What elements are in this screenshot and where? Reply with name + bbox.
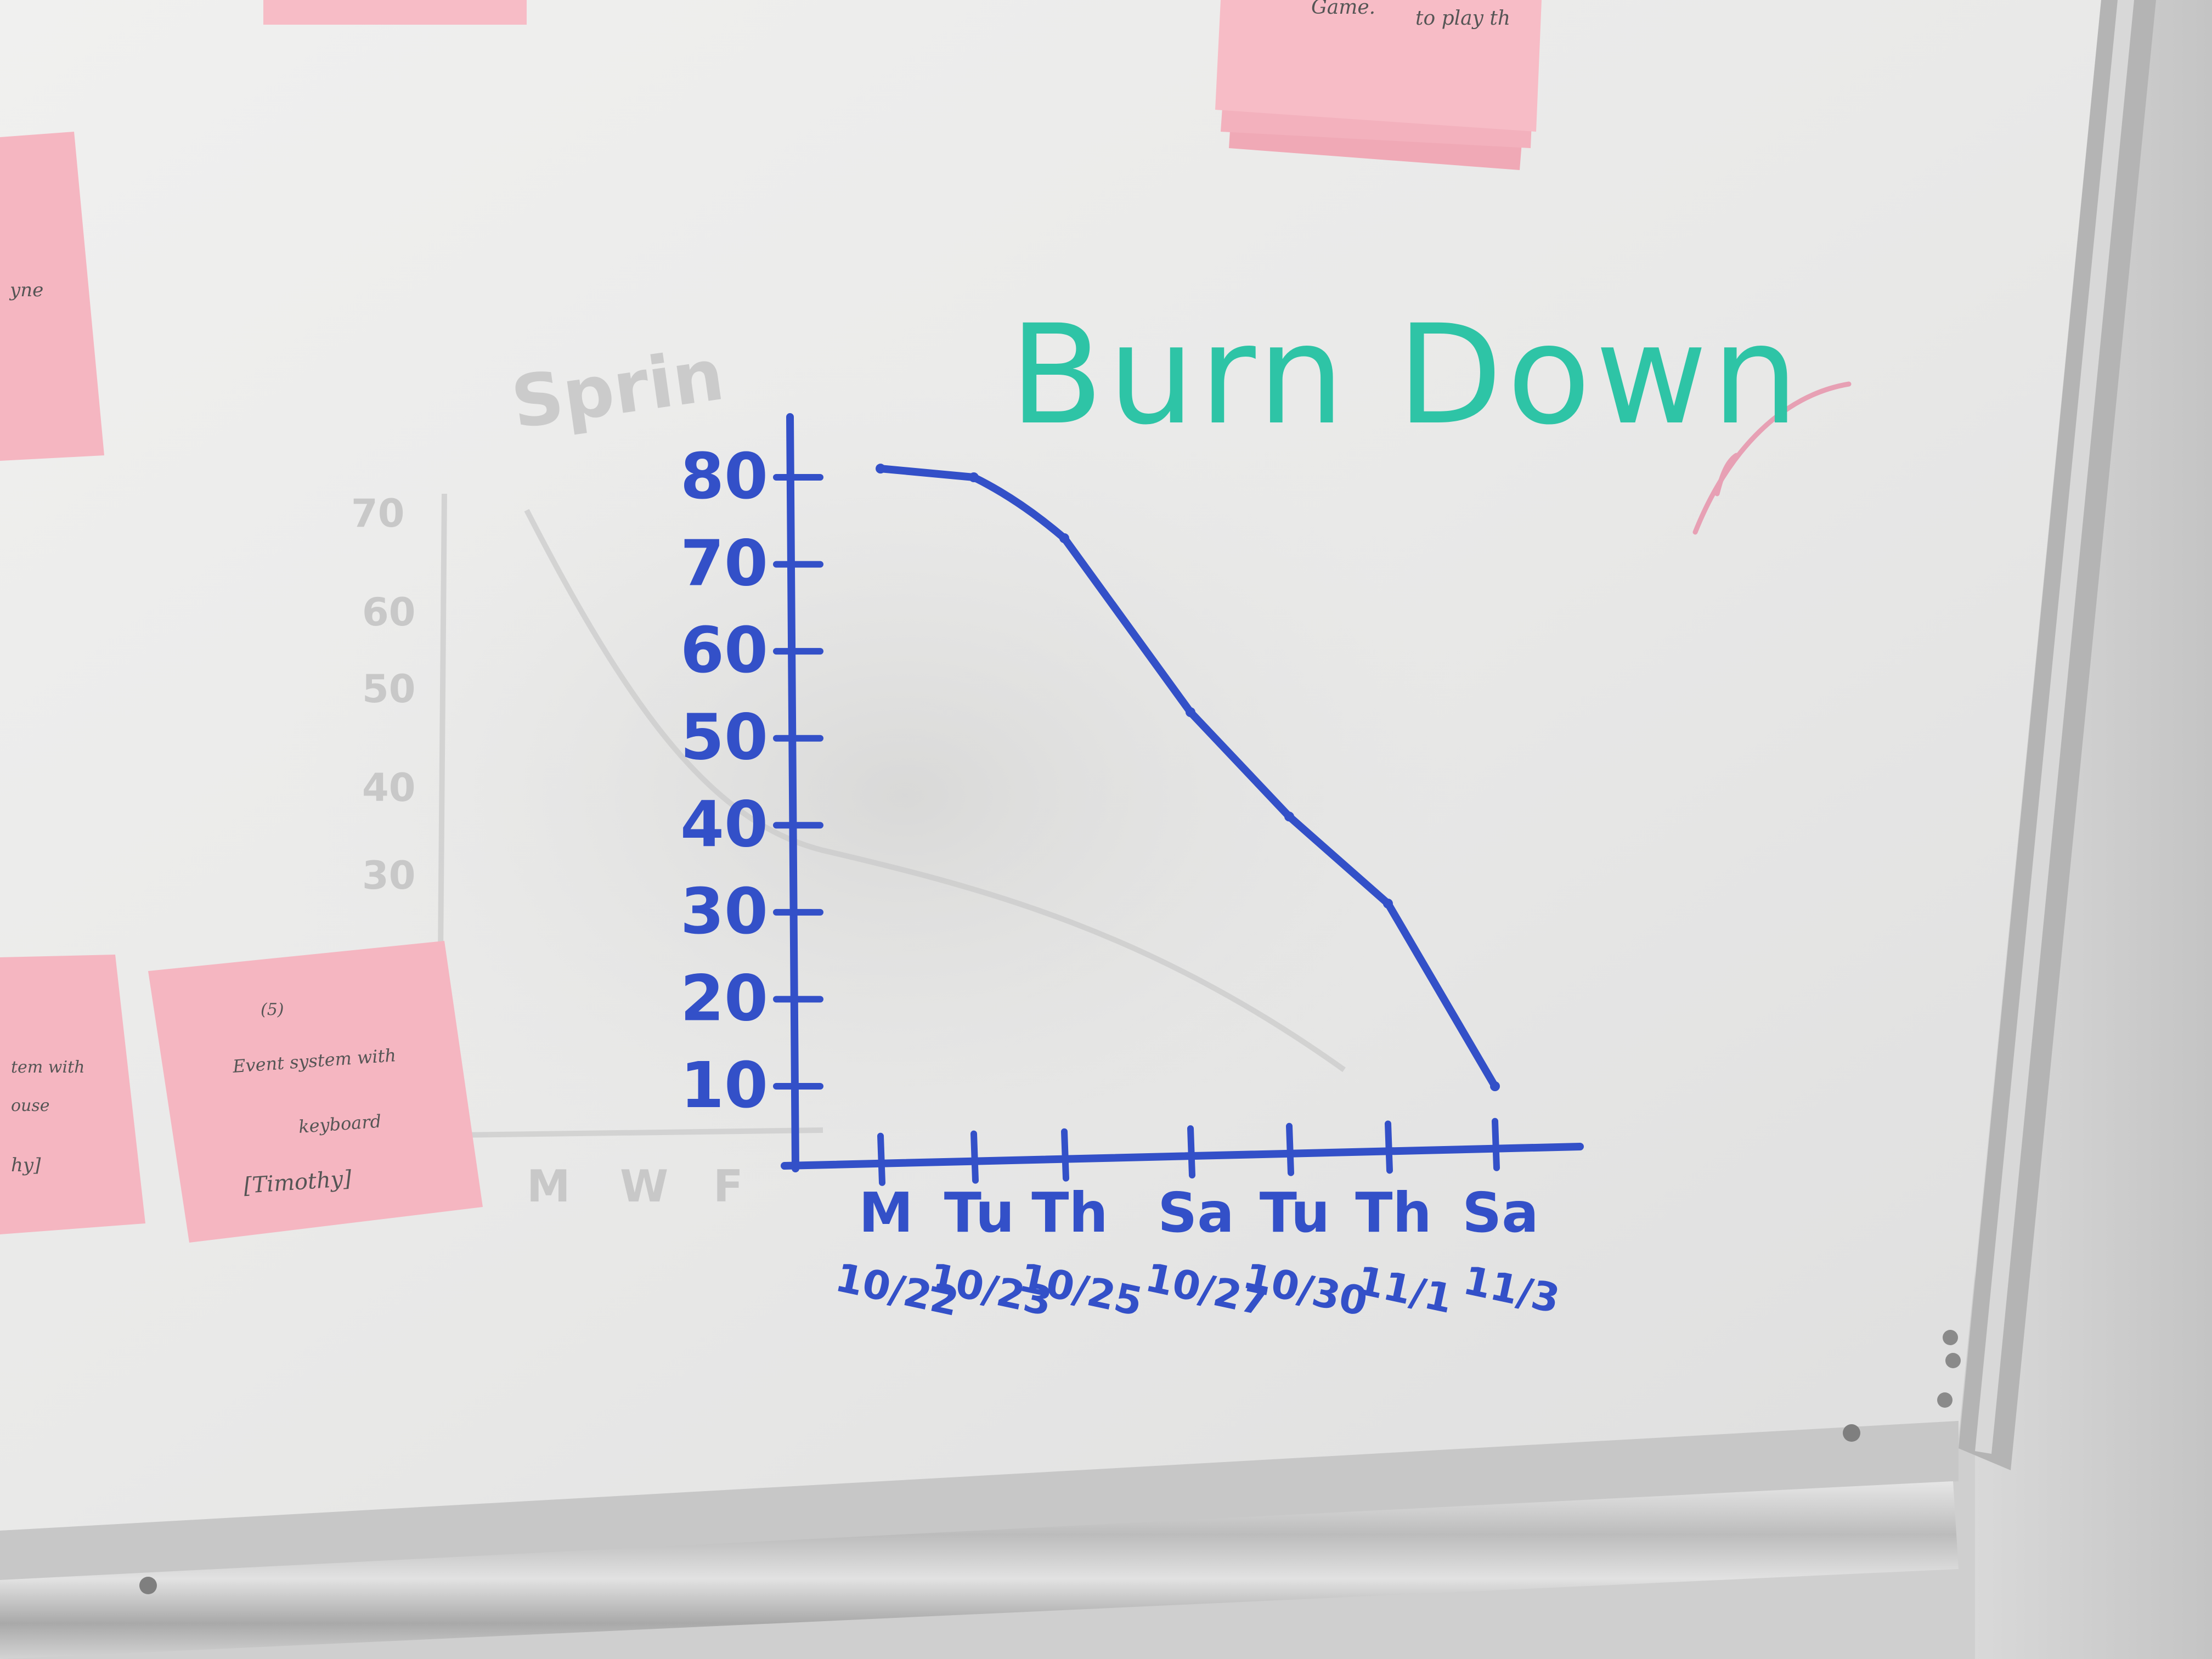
burn-down-series-line <box>877 465 1499 1090</box>
y-axis-line <box>786 413 799 1172</box>
y-tick-label: 20 <box>680 962 768 1035</box>
tray-screw-left <box>139 1577 157 1594</box>
frame-screw-1 <box>1943 1330 1958 1345</box>
y-tick-label: 50 <box>680 701 768 775</box>
x-tick-mark <box>1187 1125 1195 1179</box>
x-tick-label: M <box>859 1181 913 1245</box>
ghost-x-labels: M W F <box>527 1161 743 1212</box>
sticky-note-bottom-middle: (5) Event system with keyboard [Timothy] <box>148 941 483 1243</box>
sticky-note-text: ouse <box>11 1096 50 1115</box>
y-tick-label: 70 <box>680 527 768 601</box>
data-point <box>1383 899 1393 909</box>
frame-screw-3 <box>1937 1392 1953 1408</box>
x-tick-label: Th <box>1355 1181 1431 1245</box>
sticky-note-top-right: Game. to play th <box>1215 0 1542 170</box>
eraser-smudge <box>274 357 1536 1234</box>
data-point <box>1284 811 1294 822</box>
data-point <box>876 464 885 474</box>
frame-screw-2 <box>1945 1353 1961 1368</box>
sticky-note-text: Game. <box>1311 0 1375 19</box>
data-point <box>1059 533 1069 543</box>
ghost-x-label: F <box>713 1161 743 1212</box>
y-tick-label: 60 <box>680 614 768 687</box>
y-tick-label: 30 <box>680 875 768 949</box>
data-point <box>969 472 979 482</box>
frame-highlight <box>1975 0 2134 1454</box>
ghost-y-label: 40 <box>362 765 415 810</box>
ghost-x-label: W <box>620 1161 668 1212</box>
x-tick-label: Sa <box>1462 1181 1539 1245</box>
data-point <box>1186 707 1195 718</box>
sticky-note-left: yne <box>0 132 104 461</box>
ghost-y-label: 50 <box>362 667 415 712</box>
sticky-note-text: hy] <box>11 1154 41 1176</box>
sticky-note-text: yne <box>9 279 43 301</box>
x-tick-mark <box>1286 1122 1294 1176</box>
x-tick-label: Tu <box>944 1181 1014 1245</box>
x-tick-mark <box>1385 1120 1393 1174</box>
ghost-x-label: M <box>527 1161 571 1212</box>
ghost-y-label: 30 <box>362 853 415 898</box>
pink-marker-scribble <box>1714 453 1739 496</box>
x-tick-mark <box>970 1130 979 1184</box>
sticky-note-text: (5) <box>261 1000 284 1019</box>
x-tick-mark <box>877 1132 885 1186</box>
x-tick-label: Tu <box>1260 1181 1330 1245</box>
sticky-note-bottom-left: tem with ouse hy] <box>0 955 145 1234</box>
data-point <box>1490 1081 1500 1091</box>
tray-screw-right <box>1843 1424 1860 1442</box>
marker-tray-lip <box>0 1481 1959 1659</box>
x-tick-mark <box>1492 1118 1500 1171</box>
ghost-y-label: 60 <box>362 590 415 635</box>
pink-marker-scribble <box>1692 381 1852 535</box>
x-tick-label: Th <box>1031 1181 1108 1245</box>
marker-tray <box>0 1421 1959 1591</box>
y-tick-label: 40 <box>680 788 768 861</box>
ghost-y-label: 70 <box>351 491 404 536</box>
y-tick-label: 10 <box>680 1049 768 1122</box>
y-tick-label: 80 <box>680 440 768 514</box>
sticky-note-top-left <box>263 0 527 25</box>
sticky-note-text: to play th <box>1415 7 1510 30</box>
x-axis-line <box>781 1143 1584 1170</box>
x-tick-label: Sa <box>1158 1181 1234 1245</box>
chart-title: Burn Down <box>1009 295 1803 455</box>
ghost-y-labels: 70 60 50 40 30 <box>351 491 415 898</box>
sticky-note-text: tem with <box>11 1058 84 1077</box>
x-tick-mark <box>1061 1128 1069 1182</box>
